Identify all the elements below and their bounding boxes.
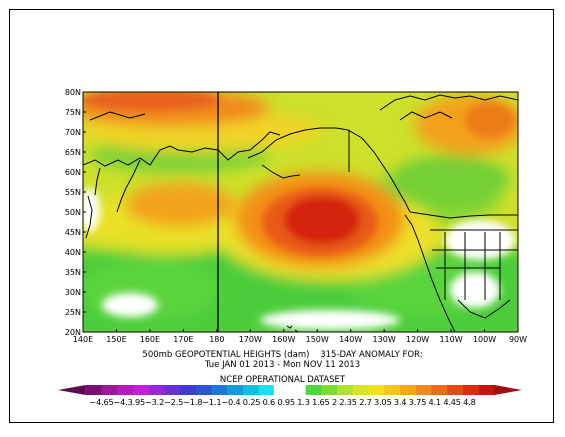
legend-swatch (164, 385, 181, 395)
lat-label: 40N (65, 248, 81, 257)
lat-label: 45N (65, 228, 81, 237)
legend-swatch (462, 385, 479, 395)
legend-swatch (494, 385, 522, 395)
lon-label: 150E (106, 335, 126, 344)
legend-swatch (180, 385, 197, 395)
legend-swatch (117, 385, 134, 395)
lon-label: 140E (73, 335, 93, 344)
color-legend (58, 384, 522, 396)
legend-swatch (415, 385, 432, 395)
lon-label: 100W (473, 335, 496, 344)
lat-label: 20N (65, 328, 81, 337)
legend-swatch (368, 385, 385, 395)
legend-swatch (85, 385, 102, 395)
lon-label: 160E (140, 335, 160, 344)
legend-swatch (305, 385, 322, 395)
legend-swatch (400, 385, 417, 395)
map-title-line2: Tue JAN 01 2013 - Mon NOV 11 2013 (204, 360, 361, 370)
longitude-labels: 140E 150E 160E 170E 180 170W 160W 150W 140W 130W 1… (73, 329, 527, 344)
legend-swatch (337, 385, 354, 395)
lon-label: 160W (272, 335, 295, 344)
legend-swatch (101, 385, 118, 395)
dataset-label: NCEP OPERATIONAL DATASET (219, 375, 346, 385)
legend-swatch (211, 385, 228, 395)
lon-label: 120W (406, 335, 429, 344)
legend-swatch (352, 385, 369, 395)
figure-frame (9, 9, 554, 423)
lat-label: 60N (65, 168, 81, 177)
legend-swatch (242, 385, 259, 395)
legend-swatch (447, 385, 464, 395)
map-title-line1: 500mb GEOPOTENTIAL HEIGHTS (dam) 315-DAY… (142, 350, 423, 360)
lat-label: 70N (65, 128, 81, 137)
legend-swatch (273, 384, 291, 396)
lon-label: 180 (209, 335, 224, 344)
lat-label: 75N (65, 108, 81, 117)
legend-swatch (58, 385, 86, 395)
legend-swatch (227, 385, 244, 395)
legend-swatch (132, 385, 149, 395)
legend-swatch (289, 384, 307, 396)
lat-label: 80N (65, 88, 81, 97)
lat-label: 35N (65, 268, 81, 277)
legend-swatch (384, 385, 401, 395)
lat-label: 50N (65, 208, 81, 217)
lon-label: 150W (306, 335, 329, 344)
legend-swatch (431, 385, 448, 395)
lat-label: 30N (65, 288, 81, 297)
lat-label: 55N (65, 188, 81, 197)
legend-swatch (195, 385, 212, 395)
coastlines (83, 92, 518, 332)
legend-swatch (148, 385, 165, 395)
latitude-labels: 80N 75N 70N 65N 60N 55N 50N 45N 40N 35N 30N 25N 20N (65, 88, 86, 337)
legend-tick-labels: −4.65−4.3.95−3.2−2.5−1.8−1.1−0.4 0.25 0.… (89, 397, 476, 407)
lon-label: 110W (439, 335, 462, 344)
legend-swatch (258, 385, 275, 395)
lon-label: 170W (239, 335, 262, 344)
lon-label: 170E (173, 335, 193, 344)
legend-swatch (321, 385, 338, 395)
lat-label: 65N (65, 148, 81, 157)
lon-label: 130W (373, 335, 396, 344)
lon-label: 140W (339, 335, 362, 344)
legend-swatch (478, 385, 495, 395)
lat-label: 25N (65, 308, 81, 317)
lon-label: 90W (509, 335, 527, 344)
